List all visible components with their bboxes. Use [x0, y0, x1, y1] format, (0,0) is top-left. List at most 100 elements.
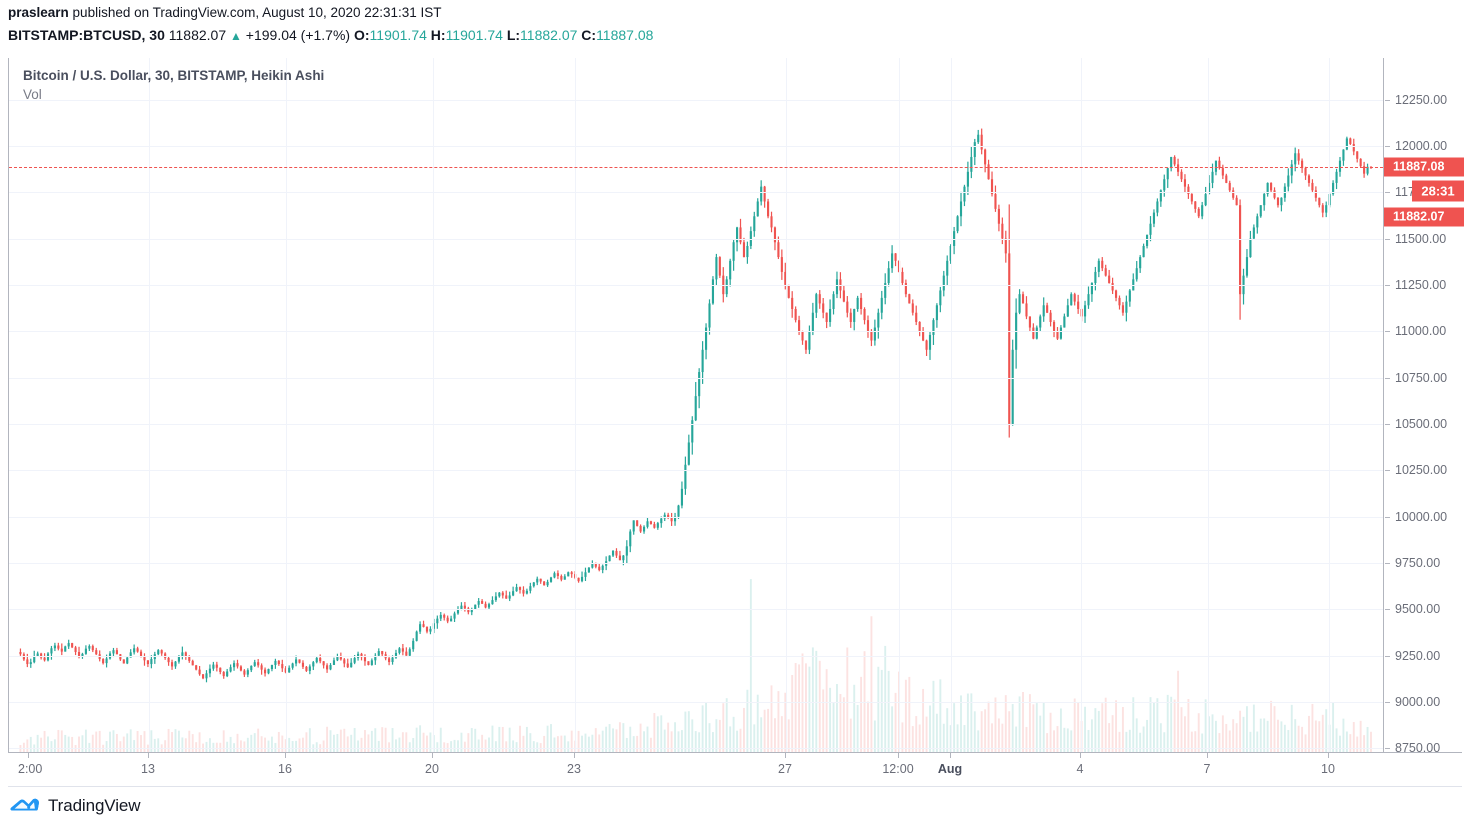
price-axis-label: 9000.00 [1395, 695, 1441, 710]
grid-line-vertical [1081, 58, 1082, 752]
grid-line-horizontal [9, 238, 1383, 240]
price-axis-label: 9750.00 [1395, 556, 1441, 570]
time-axis-label: 12:00 [882, 762, 914, 776]
price-axis-tick [1385, 238, 1390, 240]
time-axis-tick [1328, 753, 1329, 758]
price-axis-tick [1385, 609, 1390, 611]
time-axis-tick [1207, 753, 1208, 758]
author-name: praslearn [8, 5, 69, 20]
price-axis-label: 11500.00 [1395, 231, 1447, 246]
grid-line-vertical [286, 58, 287, 752]
price-axis-label: 10500.00 [1395, 416, 1448, 431]
high-key: H: [430, 27, 446, 43]
publication-meta: published on TradingView.com, August 10,… [68, 5, 442, 20]
grid-line-horizontal [9, 655, 1383, 657]
grid-line-horizontal [9, 145, 1383, 147]
price-axis-label: 11250.00 [1395, 277, 1447, 292]
grid-line-horizontal [9, 563, 1383, 564]
tradingview-logo-icon [10, 795, 40, 817]
grid-line-vertical [433, 58, 434, 752]
grid-line-vertical [575, 58, 576, 752]
price-axis-tick [1385, 377, 1390, 379]
price-axis-tick [1385, 702, 1390, 704]
price-axis-label: 9500.00 [1395, 602, 1441, 617]
grid-line-horizontal [9, 748, 1383, 750]
price-axis-label: 10750.00 [1395, 370, 1448, 385]
price-axis-tick [1385, 516, 1390, 518]
price-axis-tick [1385, 563, 1390, 564]
grid-line-horizontal [9, 516, 1383, 518]
time-axis-label: 27 [778, 762, 792, 776]
grid-line-horizontal [9, 609, 1383, 611]
quote-line: BITSTAMP:BTCUSD, 30 11882.07 ▲ +199.04 (… [8, 26, 653, 46]
time-axis-tick [148, 753, 149, 758]
grid-line-horizontal [9, 331, 1383, 333]
current-price-badge[interactable]: 11887.08 [1384, 157, 1464, 177]
high-value: 11901.74 [445, 27, 503, 43]
price-axis-tick [1385, 145, 1390, 147]
time-axis-tick [950, 753, 951, 758]
time-axis-tick [28, 753, 29, 758]
grid-line-vertical [149, 58, 150, 752]
price-axis-label: 12000.00 [1395, 138, 1448, 153]
time-axis-label: 20 [425, 762, 439, 776]
price-axis-tick [1385, 655, 1390, 657]
time-axis-tick [574, 753, 575, 758]
time-axis-separator [8, 786, 1462, 787]
price-axis-label: 12250.00 [1395, 92, 1448, 107]
grid-line-vertical [951, 58, 952, 752]
open-key: O: [353, 27, 370, 43]
price-axis-tick [1385, 331, 1390, 333]
time-axis-label: 7 [1203, 762, 1211, 776]
grid-line-vertical [899, 58, 900, 752]
grid-line-horizontal [9, 702, 1383, 704]
price-axis-tick [1385, 748, 1390, 750]
price-axis-label: 11000.00 [1395, 324, 1447, 339]
price-axis[interactable]: 12250.0012000.0011750.0011500.0011250.00… [1383, 58, 1464, 756]
price-plot-area[interactable]: Bitcoin / U.S. Dollar, 30, BITSTAMP, Hei… [9, 58, 1383, 752]
low-key: L: [506, 27, 521, 43]
grid-line-horizontal [9, 423, 1383, 425]
price-axis-tick [1385, 284, 1390, 286]
price-axis-label: 9250.00 [1395, 648, 1441, 663]
time-axis-label: 23 [567, 762, 581, 776]
time-axis-label: 16 [278, 762, 292, 776]
grid-line-vertical [1329, 58, 1330, 752]
last-price-badge[interactable]: 11882.07 [1384, 207, 1464, 227]
time-axis-tick [785, 753, 786, 758]
current-price-line [9, 166, 1383, 168]
time-axis-label: 10 [1321, 762, 1335, 776]
price-axis-tick [1385, 192, 1390, 194]
grid-line-horizontal [9, 192, 1383, 194]
symbol-label[interactable]: BITSTAMP:BTCUSD, 30 [8, 27, 165, 43]
tradingview-footer: TradingView [10, 795, 141, 817]
close-value: 11887.08 [596, 27, 654, 43]
last-price: 11882.07 [168, 27, 227, 43]
time-axis-label: 2:00 [18, 762, 43, 776]
time-axis[interactable]: 2:00 13 16 20 23 27 12:00 Aug 4 7 10 [8, 753, 1462, 787]
tradingview-brand-label: TradingView [48, 796, 141, 815]
time-axis-label: 4 [1076, 762, 1084, 776]
time-axis-label: Aug [937, 762, 963, 776]
price-axis-tick [1385, 423, 1390, 425]
bar-countdown-badge[interactable]: 28:31 [1412, 180, 1464, 202]
up-arrow-icon: ▲ [230, 29, 242, 43]
close-key: C: [581, 27, 597, 43]
grid-line-horizontal [9, 99, 1383, 101]
time-axis-tick [898, 753, 899, 758]
price-series [19, 128, 1373, 752]
publication-header: praslearn published on TradingView.com, … [8, 4, 442, 22]
price-axis-label: 8750.00 [1395, 741, 1441, 756]
price-change: +199.04 (+1.7%) [245, 27, 351, 43]
time-axis-tick [285, 753, 286, 758]
price-axis-label: 10000.00 [1395, 509, 1448, 524]
open-value: 11901.74 [369, 27, 427, 43]
low-value: 11882.07 [520, 27, 578, 43]
time-axis-tick [432, 753, 433, 758]
grid-line-horizontal [9, 470, 1383, 472]
time-axis-tick [1080, 753, 1081, 758]
price-axis-tick [1385, 470, 1390, 472]
grid-line-vertical [786, 58, 787, 752]
grid-line-horizontal [9, 284, 1383, 286]
